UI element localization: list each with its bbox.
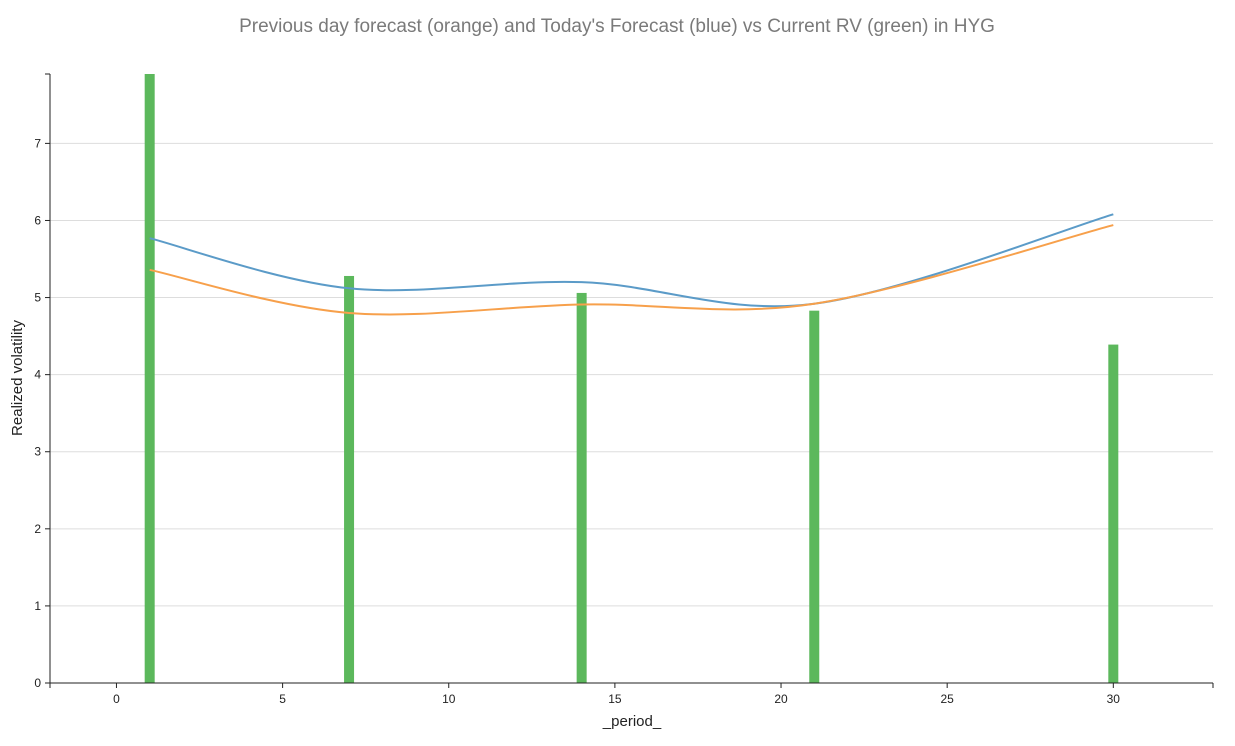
chart-title: Previous day forecast (orange) and Today… bbox=[239, 16, 995, 37]
y-tick-label: 3 bbox=[34, 445, 41, 459]
y-tick-label: 2 bbox=[34, 522, 41, 536]
x-tick-label: 0 bbox=[113, 692, 120, 706]
y-axis-label: Realized volatility bbox=[9, 320, 26, 436]
grid-lines bbox=[50, 142, 1213, 607]
bar bbox=[344, 275, 355, 683]
y-tick-label: 1 bbox=[34, 599, 41, 613]
axes: 0 1 2 3 4 5 6 7 0 5 10 15 20 25 30 bbox=[34, 73, 1214, 706]
x-tick-label: 20 bbox=[774, 692, 788, 706]
y-tick-label: 5 bbox=[34, 291, 41, 305]
y-tick-label: 4 bbox=[34, 368, 41, 382]
bar bbox=[1108, 344, 1119, 683]
series-line bbox=[149, 224, 1114, 316]
line-series bbox=[149, 213, 1114, 316]
bar bbox=[144, 74, 155, 683]
series-line bbox=[149, 213, 1114, 308]
y-tick-label: 7 bbox=[34, 136, 41, 150]
x-tick-label: 25 bbox=[940, 692, 954, 706]
bar-series bbox=[144, 74, 1119, 683]
x-tick-label: 30 bbox=[1107, 692, 1121, 706]
y-tick-label: 0 bbox=[34, 676, 41, 690]
x-tick-label: 5 bbox=[279, 692, 286, 706]
y-tick-label: 6 bbox=[34, 213, 41, 227]
bar bbox=[576, 292, 587, 683]
x-axis-label: _period_ bbox=[602, 713, 662, 730]
bar bbox=[809, 310, 820, 683]
x-tick-label: 10 bbox=[442, 692, 456, 706]
x-tick-label: 15 bbox=[608, 692, 622, 706]
